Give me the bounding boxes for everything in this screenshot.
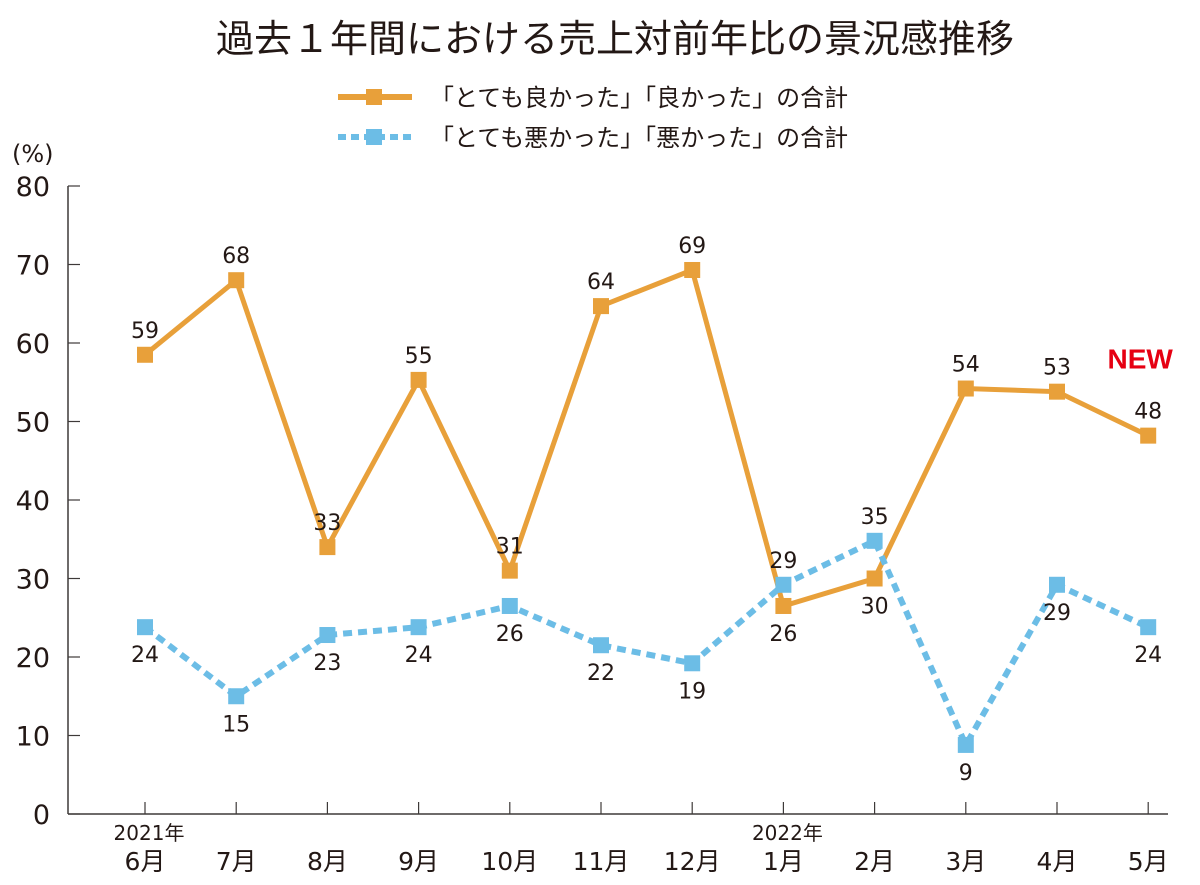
legend-label-bad: 「とても悪かった」「悪かった」の合計 xyxy=(430,124,848,152)
data-point-marker xyxy=(593,637,609,654)
data-point-marker xyxy=(1049,383,1065,400)
data-point-marker xyxy=(593,298,609,315)
data-point-marker xyxy=(1140,619,1157,636)
series-line-good xyxy=(143,266,1150,610)
data-label: 33 xyxy=(313,511,341,536)
data-point-marker xyxy=(1049,576,1065,593)
legend: 「とても良かった」「良かった」の合計 「とても悪かった」「悪かった」の合計 xyxy=(338,84,848,152)
y-tick-label: 80 xyxy=(16,172,50,203)
data-point-marker xyxy=(410,371,427,388)
data-label: 29 xyxy=(1043,601,1071,626)
data-label: 64 xyxy=(587,270,615,295)
y-axis-unit: (%) xyxy=(12,140,54,168)
x-tick-label: 2月 xyxy=(854,847,895,876)
data-label: 22 xyxy=(587,661,615,686)
series-lines xyxy=(143,266,1150,752)
data-label: 9 xyxy=(959,761,973,786)
new-badge: NEW xyxy=(1108,344,1174,375)
y-tick-label: 50 xyxy=(16,408,50,439)
y-tick-label: 30 xyxy=(16,565,50,596)
y-tick-label: 0 xyxy=(33,800,50,831)
y-axis-ticks: 0 10 20 30 40 50 60 70 80 xyxy=(16,172,80,831)
x-tick-label: 12月 xyxy=(664,847,721,876)
x-tick-label: 1月 xyxy=(763,847,804,876)
data-point-marker xyxy=(775,576,792,593)
y-tick-label: 70 xyxy=(16,251,50,282)
series-markers xyxy=(137,261,1157,753)
annotations: NEW xyxy=(1108,344,1174,375)
series-line-bad xyxy=(143,536,1150,752)
data-point-marker xyxy=(775,597,792,614)
legend-swatch-good-marker xyxy=(366,89,382,105)
data-point-marker xyxy=(866,532,883,549)
x-tick-label: 5月 xyxy=(1128,847,1169,876)
data-labels: 59 68 33 55 31 64 69 26 30 54 53 48 24 15 23 24 26 22 19 29… xyxy=(131,234,1162,786)
y-tick-label: 40 xyxy=(16,486,50,517)
data-label: 68 xyxy=(222,244,250,269)
y-tick-label: 20 xyxy=(16,643,50,674)
legend-item-good: 「とても良かった」「良かった」の合計 xyxy=(338,84,848,112)
data-label: 23 xyxy=(313,651,341,676)
data-point-marker xyxy=(319,539,336,556)
data-point-marker xyxy=(684,655,701,672)
data-point-marker xyxy=(410,619,427,636)
data-label: 69 xyxy=(678,234,706,259)
data-point-marker xyxy=(319,627,336,644)
x-tick-label: 4月 xyxy=(1037,847,1078,876)
legend-item-bad: 「とても悪かった」「悪かった」の合計 xyxy=(338,124,848,152)
data-label: 31 xyxy=(496,535,524,560)
data-point-marker xyxy=(137,346,153,363)
x-tick-label: 10月 xyxy=(481,847,538,876)
data-label: 15 xyxy=(222,712,250,737)
legend-swatch-bad-marker xyxy=(366,129,382,145)
data-point-marker xyxy=(1140,427,1157,444)
data-label: 48 xyxy=(1134,400,1162,425)
data-label: 24 xyxy=(1134,643,1162,668)
x-year-label: 2022年 xyxy=(752,821,823,845)
data-point-marker xyxy=(957,736,974,753)
data-label: 59 xyxy=(131,319,159,344)
y-tick-label: 10 xyxy=(16,722,50,753)
data-point-marker xyxy=(866,570,883,587)
data-label: 30 xyxy=(861,595,889,620)
x-tick-label: 9月 xyxy=(398,847,439,876)
data-point-marker xyxy=(501,597,518,614)
chart-title: 過去１年間における売上対前年比の景況感推移 xyxy=(216,17,1014,61)
data-label: 26 xyxy=(769,622,797,647)
data-label: 35 xyxy=(861,505,889,530)
data-point-marker xyxy=(684,261,701,278)
x-tick-label: 3月 xyxy=(945,847,986,876)
data-label: 24 xyxy=(131,643,159,668)
data-label: 19 xyxy=(678,679,706,704)
y-tick-label: 60 xyxy=(16,329,50,360)
x-tick-label: 7月 xyxy=(216,847,257,876)
x-year-label: 2021年 xyxy=(114,821,185,845)
data-point-marker xyxy=(228,688,245,705)
data-point-marker xyxy=(228,272,245,289)
x-tick-label: 11月 xyxy=(573,847,630,876)
x-axis-ticks: 6月 7月 8月 9月 10月 11月 12月 1月 2月 3月 4月 5月 2021年 2022年 xyxy=(114,802,1169,876)
data-point-marker xyxy=(137,619,153,636)
data-label: 54 xyxy=(952,353,980,378)
data-point-marker xyxy=(957,380,974,397)
data-label: 53 xyxy=(1043,356,1071,381)
legend-label-good: 「とても良かった」「良かった」の合計 xyxy=(430,84,848,112)
data-label: 29 xyxy=(769,549,797,574)
data-label: 55 xyxy=(405,344,433,369)
data-label: 26 xyxy=(496,622,524,647)
data-label: 24 xyxy=(405,643,433,668)
x-tick-label: 8月 xyxy=(307,847,348,876)
x-tick-label: 6月 xyxy=(125,847,166,876)
data-point-marker xyxy=(501,562,518,579)
